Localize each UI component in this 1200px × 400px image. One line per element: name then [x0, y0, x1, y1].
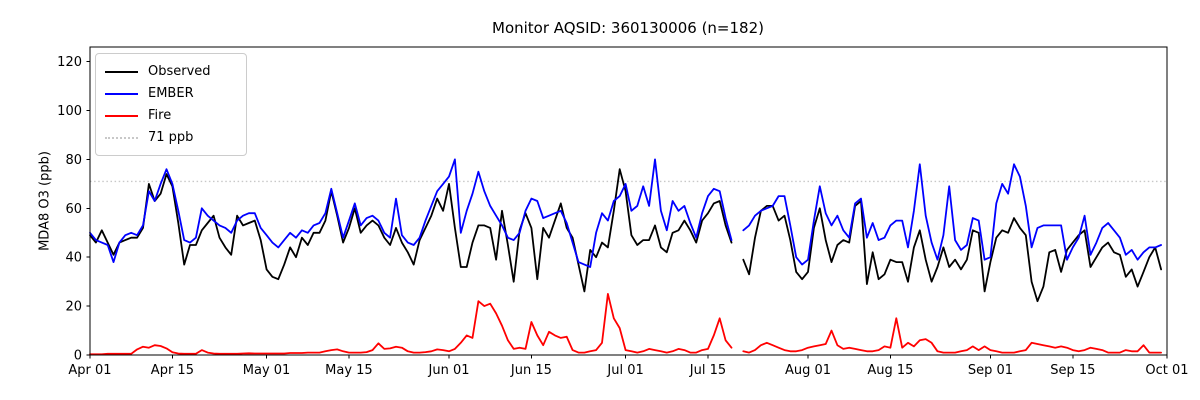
ember-line — [742, 163, 1162, 266]
x-tick-label: Sep 15 — [1050, 363, 1095, 378]
x-tick-label: Aug 15 — [867, 363, 913, 378]
x-tick-label: May 15 — [325, 363, 373, 378]
y-tick-label: 60 — [65, 202, 82, 217]
y-tick-label: 120 — [57, 55, 82, 70]
observed-line-swatch — [105, 71, 138, 73]
y-tick-label: 80 — [65, 153, 82, 168]
x-tick-label: Jul 01 — [606, 363, 643, 378]
ember-line-swatch — [105, 93, 138, 95]
legend-item-fire: Fire — [105, 105, 236, 127]
legend: Observed EMBER Fire 71 ppb — [95, 53, 247, 156]
x-tick-label: Jul 15 — [689, 363, 726, 378]
x-tick-label: Apr 01 — [68, 363, 111, 378]
chart-title: Monitor AQSID: 360130006 (n=182) — [492, 19, 764, 37]
legend-label: EMBER — [148, 86, 194, 101]
legend-label: 71 ppb — [148, 130, 194, 145]
fire-line — [742, 317, 1162, 354]
observed-line — [742, 200, 1162, 303]
legend-item-threshold: 71 ppb — [105, 127, 236, 149]
x-tick-label: Jun 15 — [510, 363, 552, 378]
y-tick-label: 100 — [57, 104, 82, 119]
y-axis-label: MDA8 O3 (ppb) — [37, 151, 53, 251]
x-tick-label: Apr 15 — [151, 363, 194, 378]
observed-line — [89, 168, 733, 293]
x-tick-label: May 01 — [243, 363, 291, 378]
y-tick-label: 20 — [65, 300, 82, 315]
x-tick-label: Aug 01 — [785, 363, 831, 378]
ember-line — [89, 158, 733, 268]
fire-line — [89, 292, 733, 356]
legend-label: Fire — [148, 108, 172, 123]
x-tick-label: Sep 01 — [968, 363, 1013, 378]
x-tick-label: Jun 01 — [428, 363, 470, 378]
y-tick-label: 40 — [65, 251, 82, 266]
fire-line-swatch — [105, 115, 138, 117]
plot-border — [89, 46, 1168, 356]
threshold-line-swatch — [105, 137, 138, 139]
legend-item-observed: Observed — [105, 61, 236, 83]
legend-label: Observed — [148, 64, 211, 79]
y-tick-label: 0 — [74, 349, 82, 364]
legend-item-ember: EMBER — [105, 83, 236, 105]
x-tick-label: Oct 01 — [1145, 363, 1188, 378]
